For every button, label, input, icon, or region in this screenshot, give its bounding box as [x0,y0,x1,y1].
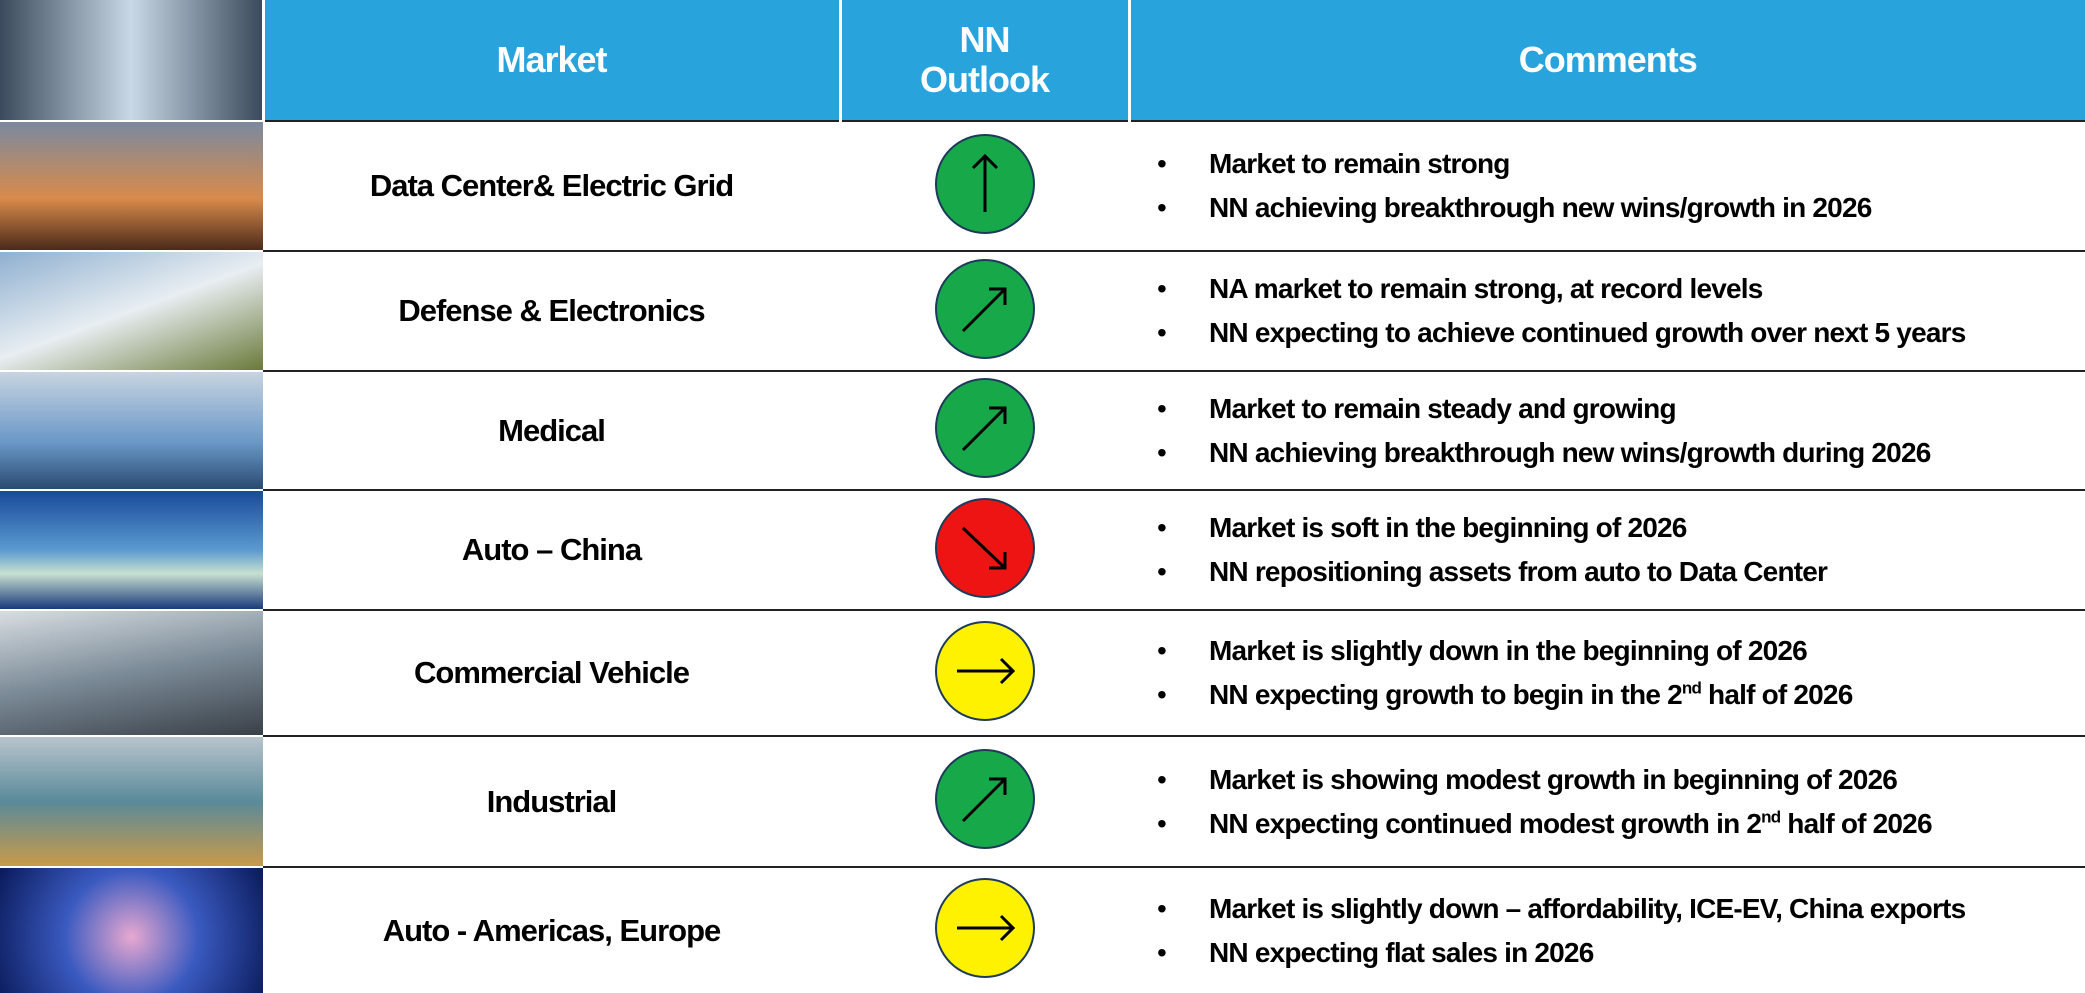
header-cell: Market [263,0,840,121]
outlook-circle [933,876,1037,980]
market: Auto – China [263,490,840,610]
superscript: nd [1682,679,1701,698]
row: Defense & Electronics NA market to remai… [0,251,2085,371]
text: half of 2026 [1780,808,1931,839]
market: Defense & Electronics [263,251,840,371]
market: Auto - Americas, Europe [263,867,840,993]
outlook-circle [933,132,1037,236]
row: Data Center& Electric Grid Market to rem… [0,121,2085,251]
photo [0,736,263,867]
header-photo [0,0,263,121]
comments: Market is showing modest growth in begin… [1129,736,2085,867]
text: NN expecting growth to begin in the 2 [1209,679,1682,710]
comments: NA market to remain strong, at record le… [1129,251,2085,371]
outlook-circle [933,747,1037,851]
comment: NN achieving breakthrough new wins/growt… [1157,431,2085,475]
comment: Market is slightly down – affordability,… [1157,887,2085,931]
photo [0,371,263,490]
text: NN expecting continued modest growth in … [1209,808,1761,839]
comment: NN achieving breakthrough new wins/growt… [1157,186,2085,230]
outlook-circle [933,496,1037,600]
comments: Market is soft in the beginning of 2026N… [1129,490,2085,610]
comment: NN expecting flat sales in 2026 [1157,931,2085,975]
comments: Market is slightly down – affordability,… [1129,867,2085,993]
comment: NN repositioning assets from auto to Dat… [1157,550,2085,594]
outlook-icon [840,736,1129,867]
market: Data Center& Electric Grid [263,121,840,251]
row: Auto – China Market is soft in the begin… [0,490,2085,610]
page: Market NN Outlook Comments Data Center& … [0,0,2085,992]
outlook-circle [933,376,1037,480]
comment: NN expecting continued modest growth in … [1157,802,2085,846]
outlook-icon [840,610,1129,736]
header-row: Market NN Outlook Comments [0,0,2085,121]
header-cell: Comments [1129,0,2085,121]
outlook-icon [840,490,1129,610]
market: Medical [263,371,840,490]
row: Industrial Market is showing modest grow… [0,736,2085,867]
comment: Market to remain strong [1157,142,2085,186]
comment: NN expecting to achieve continued growth… [1157,311,2085,355]
comment: Market is slightly down in the beginning… [1157,629,2085,673]
row: Commercial Vehicle Market is slightly do… [0,610,2085,736]
comment: Market is showing modest growth in begin… [1157,758,2085,802]
outlook-icon [840,867,1129,993]
row: Auto - Americas, Europe Market is slight… [0,867,2085,993]
photo [0,490,263,610]
market-outlook-table: Market NN Outlook Comments Data Center& … [0,0,2085,993]
outlook-circle [933,619,1037,723]
photo [0,867,263,993]
market: Commercial Vehicle [263,610,840,736]
superscript: nd [1761,807,1780,826]
outlook-icon [840,371,1129,490]
comments: Market is slightly down in the beginning… [1129,610,2085,736]
photo [0,121,263,251]
outlook-icon [840,121,1129,251]
comments: Market to remain steady and growingNN ac… [1129,371,2085,490]
outlook-circle [933,257,1037,361]
comment: Market to remain steady and growing [1157,387,2085,431]
row: Medical Market to remain steady and grow… [0,371,2085,490]
text: half of 2026 [1701,679,1852,710]
comment: NA market to remain strong, at record le… [1157,267,2085,311]
comment: Market is soft in the beginning of 2026 [1157,506,2085,550]
outlook-icon [840,251,1129,371]
market: Industrial [263,736,840,867]
photo [0,610,263,736]
header-cell: NN Outlook [840,0,1129,121]
comments: Market to remain strongNN achieving brea… [1129,121,2085,251]
photo [0,251,263,371]
comment: NN expecting growth to begin in the 2nd … [1157,673,2085,717]
